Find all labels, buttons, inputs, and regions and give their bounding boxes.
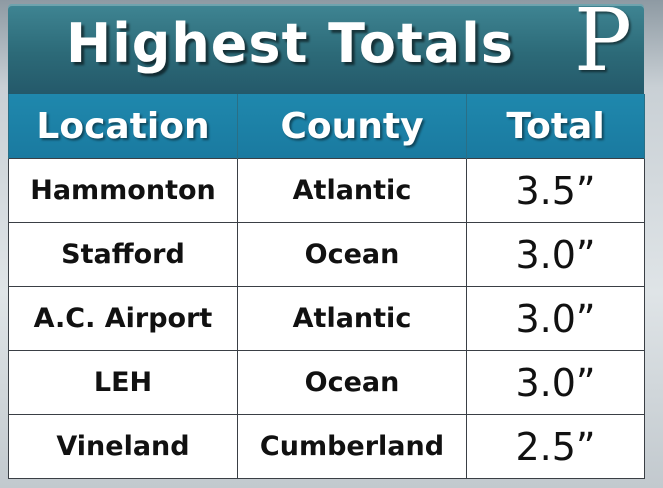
title-bar: Highest Totals P bbox=[8, 0, 644, 94]
page-title: Highest Totals bbox=[66, 12, 514, 75]
total-cell: 2.5” bbox=[466, 414, 645, 479]
total-cell: 3.0” bbox=[466, 350, 645, 415]
column-header-county: County bbox=[237, 94, 467, 159]
location-cell: Stafford bbox=[8, 222, 238, 287]
totals-table: Location County Total Hammonton Atlantic… bbox=[8, 94, 645, 479]
station-logo: P bbox=[574, 0, 632, 91]
location-cell: Vineland bbox=[8, 414, 238, 479]
table-row: LEH Ocean 3.0” bbox=[8, 350, 645, 415]
location-cell: LEH bbox=[8, 350, 238, 415]
county-cell: Ocean bbox=[237, 350, 467, 415]
table-row: Stafford Ocean 3.0” bbox=[8, 222, 645, 287]
column-header-total: Total bbox=[466, 94, 645, 159]
location-cell: Hammonton bbox=[8, 158, 238, 223]
county-cell: Ocean bbox=[237, 222, 467, 287]
county-cell: Atlantic bbox=[237, 158, 467, 223]
county-cell: Cumberland bbox=[237, 414, 467, 479]
table-row: Vineland Cumberland 2.5” bbox=[8, 414, 645, 479]
total-cell: 3.0” bbox=[466, 286, 645, 351]
total-cell: 3.5” bbox=[466, 158, 645, 223]
column-header-location: Location bbox=[8, 94, 238, 159]
header-row: Location County Total bbox=[8, 94, 645, 159]
total-cell: 3.0” bbox=[466, 222, 645, 287]
county-cell: Atlantic bbox=[237, 286, 467, 351]
location-cell: A.C. Airport bbox=[8, 286, 238, 351]
table-row: A.C. Airport Atlantic 3.0” bbox=[8, 286, 645, 351]
table-row: Hammonton Atlantic 3.5” bbox=[8, 158, 645, 223]
